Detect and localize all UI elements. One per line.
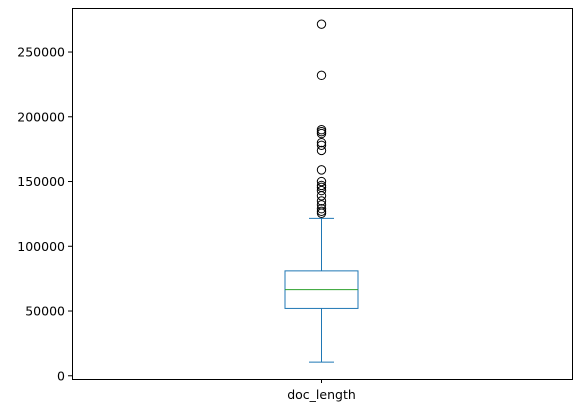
outlier-point [316,208,327,218]
outlier-point [316,137,327,148]
outlier-point [316,165,327,175]
outlier-point [316,145,327,156]
y-tick-label: 0 [57,368,65,383]
outlier-point [316,185,327,196]
outlier-point [316,176,327,187]
outlier-point [316,70,327,81]
box-plot-layer [284,19,359,363]
x-tick-label: doc_length [287,387,356,402]
outlier-point [316,140,327,150]
outlier-point [316,19,327,29]
y-axis: 0 50000 100000 150000 200000 250000 [17,45,72,383]
outlier-point [316,128,327,139]
outlier-point [316,191,327,201]
y-tick-label: 100000 [17,239,65,254]
outlier-point [316,196,327,206]
y-tick-label: 150000 [17,174,65,189]
axes-frame [72,8,573,380]
y-tick-label: 200000 [17,109,65,124]
outlier-point [316,204,327,214]
y-tick-label: 50000 [25,304,65,319]
y-tick-label: 250000 [17,45,65,60]
